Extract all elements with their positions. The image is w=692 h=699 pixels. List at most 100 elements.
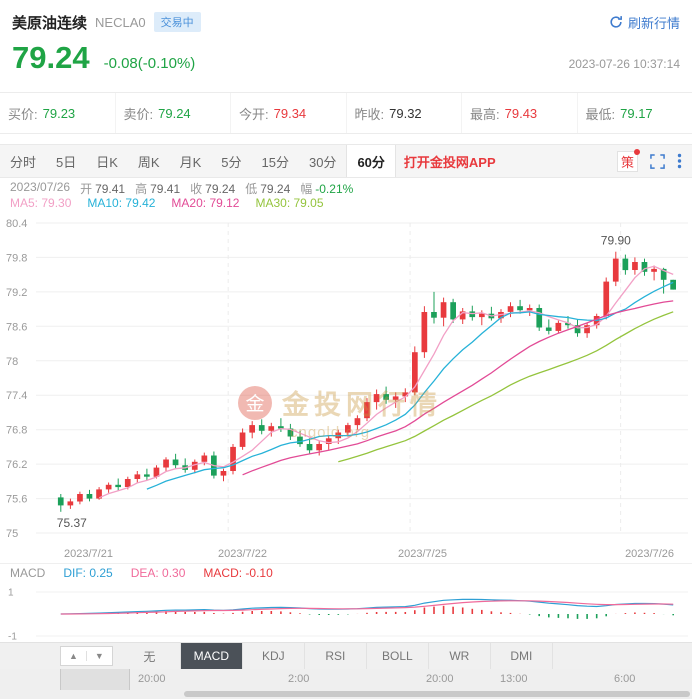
time-tick: 13:00 (500, 673, 528, 685)
header: 美原油连续 NECLA0 交易中 刷新行情 79.24 -0.08(-0.10%… (0, 0, 692, 92)
svg-text:1: 1 (8, 588, 14, 599)
candlestick-chart[interactable]: 80.4 79.8 79.2 78.6 78 77.4 76.8 76.2 75.6 75 79.9… (0, 211, 692, 547)
instrument-symbol: NECLA0 (95, 14, 146, 30)
quote-item: 卖价: 79.24 (116, 93, 231, 133)
tab-分时[interactable]: 分时 (10, 154, 37, 170)
time-tick: 20:00 (138, 673, 166, 685)
strategy-button[interactable]: 策 (617, 148, 640, 172)
date-tick: 2023/7/21 (64, 548, 113, 560)
page-down-button[interactable]: ▼ (94, 651, 104, 661)
svg-text:79.8: 79.8 (6, 252, 27, 264)
date-tick: 2023/7/26 (625, 548, 674, 560)
svg-text:76.8: 76.8 (6, 425, 27, 437)
date-axis: 2023/7/21 2023/7/22 2023/7/25 2023/7/26 (0, 547, 692, 563)
last-price: 79.24 (12, 40, 90, 75)
quote-item: 最高: 79.43 (462, 93, 578, 133)
svg-text:79.2: 79.2 (6, 287, 27, 299)
indicator-tab-RSI[interactable]: RSI (305, 643, 367, 669)
macd-dea-value: DEA: 0.30 (130, 566, 186, 580)
quote-item: 买价: 79.23 (0, 93, 116, 133)
scrollbar-thumb[interactable] (184, 691, 690, 697)
period-tab-bar: 分时 5日 日K 周K 月K 5分 15分 30分 60分 打开金投网APP 策 (0, 144, 692, 178)
trading-status-badge: 交易中 (153, 12, 201, 32)
refresh-quotes-button[interactable]: 刷新行情 (609, 13, 680, 32)
quote-value: 79.17 (620, 105, 653, 121)
indicator-tab-BOLL[interactable]: BOLL (367, 643, 429, 669)
indicator-tab-KDJ[interactable]: KDJ (243, 643, 305, 669)
svg-text:80.4: 80.4 (6, 218, 27, 230)
date-tick: 2023/7/25 (398, 548, 447, 560)
quote-label: 卖价: (123, 106, 154, 122)
svg-text:75: 75 (6, 528, 18, 540)
ohlc-field: 高 79.41 (135, 182, 181, 196)
indicator-tab-DMI[interactable]: DMI (491, 643, 553, 669)
ma-label: MA30: 79.05 (255, 196, 324, 210)
tab-60分[interactable]: 60分 (346, 145, 396, 177)
svg-text:-1: -1 (8, 632, 17, 643)
indicator-pager: ▲ ▼ (60, 646, 113, 666)
quote-value: 79.32 (389, 105, 422, 121)
date-tick: 2023/7/22 (218, 548, 267, 560)
strategy-label: 策 (620, 154, 634, 170)
ma-label: MA5: 79.30 (10, 196, 72, 210)
tab-5日[interactable]: 5日 (56, 154, 77, 170)
open-app-button[interactable]: 打开金投网APP (403, 154, 496, 170)
macd-hist-value: MACD: -0.10 (203, 566, 273, 580)
ohlc-field: 低 79.24 (245, 182, 291, 196)
svg-text:77.4: 77.4 (6, 390, 27, 402)
svg-text:76.2: 76.2 (6, 459, 27, 471)
svg-text:78: 78 (6, 356, 18, 368)
ohlc-field: 收 79.24 (190, 182, 236, 196)
quote-item: 今开: 79.34 (231, 93, 347, 133)
scrollbar-handle[interactable] (60, 669, 130, 690)
tab-周K[interactable]: 周K (137, 154, 160, 170)
quote-item: 最低: 79.17 (578, 93, 692, 133)
indicator-tab-WR[interactable]: WR (429, 643, 491, 669)
ohlc-date: 2023/07/26 (10, 180, 71, 194)
macd-chart[interactable]: 1 -1 (0, 580, 692, 642)
ohlc-field: 幅 -0.21% (300, 182, 354, 196)
time-tick: 20:00 (426, 673, 454, 685)
time-scrollbar[interactable]: 20:00 2:00 20:00 13:00 6:00 (0, 669, 692, 699)
svg-text:78.6: 78.6 (6, 321, 27, 333)
quote-strip: 买价: 79.23 卖价: 79.24 今开: 79.34 昨收: 79.32 最高: 79.43… (0, 92, 692, 134)
macd-chart-area: 1 -1 (0, 580, 692, 642)
page-up-button[interactable]: ▲ (61, 651, 87, 661)
time-tick: 6:00 (614, 673, 636, 685)
price-change: -0.08(-0.10%) (103, 55, 196, 72)
time-tick: 2:00 (288, 673, 310, 685)
quote-label: 今开: (239, 106, 269, 122)
quote-label: 最高: (470, 106, 500, 122)
tab-15分[interactable]: 15分 (261, 154, 289, 170)
macd-title: MACD (10, 566, 46, 580)
quote-label: 最低: (585, 106, 616, 122)
quote-item: 昨收: 79.32 (347, 93, 462, 133)
tab-月K[interactable]: 月K (179, 154, 202, 170)
ohlc-info-line: 2023/07/26 开 79.41 高 79.41 收 79.24 低 79.24 幅 -0.2… (0, 178, 692, 196)
svg-text:75.6: 75.6 (6, 494, 27, 506)
fullscreen-icon[interactable] (650, 153, 665, 169)
refresh-label: 刷新行情 (627, 15, 680, 31)
indicator-tabs: 无 MACD KDJ RSI BOLL WR DMI (119, 643, 692, 669)
tab-30分[interactable]: 30分 (308, 154, 337, 170)
refresh-icon (609, 15, 623, 29)
instrument-title: 美原油连续 (12, 14, 88, 32)
macd-header: MACD DIF: 0.25 DEA: 0.30 MACD: -0.10 (0, 563, 692, 580)
quote-value: 79.34 (273, 105, 307, 121)
more-menu-icon[interactable] (677, 153, 682, 169)
quote-value: 79.23 (42, 105, 76, 121)
indicator-tab-无[interactable]: 无 (119, 643, 181, 669)
quote-label: 买价: (8, 106, 38, 122)
tab-5分[interactable]: 5分 (221, 154, 242, 170)
ma-label: MA20: 79.12 (171, 196, 240, 210)
ma-label: MA10: 79.42 (87, 196, 156, 210)
ohlc-fields: 开 79.41 高 79.41 收 79.24 低 79.24 幅 -0.21% (80, 180, 354, 196)
spacer (0, 134, 692, 144)
ohlc-field: 开 79.41 (80, 182, 126, 196)
tab-日K[interactable]: 日K (96, 154, 118, 170)
indicator-tab-MACD[interactable]: MACD (180, 643, 243, 669)
quote-timestamp: 2023-07-26 10:37:14 (568, 57, 680, 71)
notification-dot (634, 148, 640, 155)
ma-labels: MA5: 79.30 MA10: 79.42 MA20: 79.12 MA30: 79… (0, 195, 692, 211)
